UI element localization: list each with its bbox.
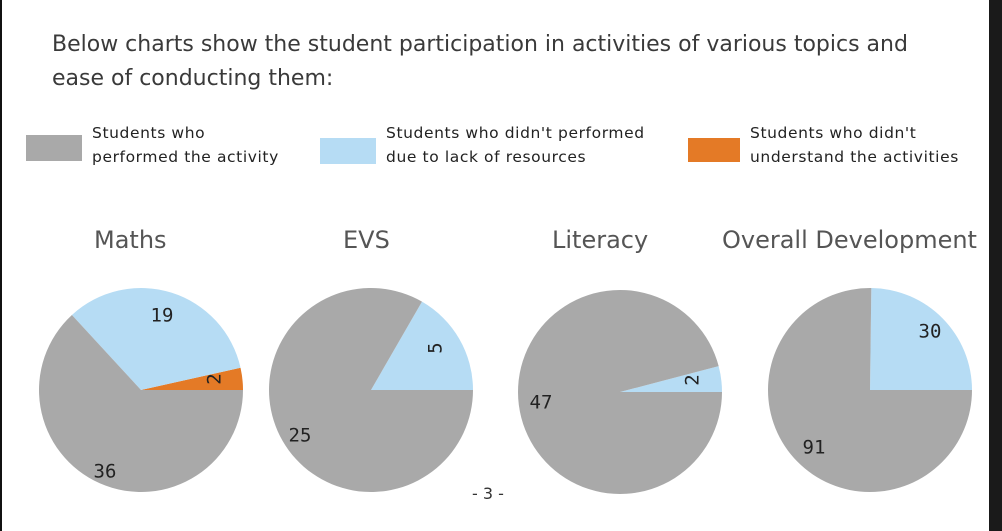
- pie-slice: [371, 301, 473, 390]
- data-label: 2: [682, 374, 704, 385]
- legend-label-line1: Students who didn't: [750, 124, 917, 142]
- legend-label-line2: due to lack of resources: [386, 148, 587, 166]
- chart-title-maths: Maths: [94, 226, 167, 254]
- legend-swatch-gray: [26, 135, 82, 161]
- intro-text: Below charts show the student participat…: [52, 32, 908, 91]
- pie-slice: [620, 366, 722, 392]
- pie-literacy: 47 2: [518, 290, 722, 495]
- pie-slice: [269, 288, 473, 493]
- pie-slice: [39, 314, 244, 492]
- pie-slice: [768, 288, 972, 492]
- chart-title-evs: EVS: [343, 226, 390, 254]
- pie-slice: [518, 290, 722, 495]
- legend-label-line2: understand the activities: [750, 148, 959, 166]
- data-label: 91: [803, 437, 826, 459]
- chart-title-overall-development: Overall Development: [722, 226, 977, 254]
- legend-label-line2: performed the activity: [92, 148, 279, 166]
- data-label: 47: [530, 392, 553, 414]
- pie-slice: [870, 288, 972, 390]
- pie-slice: [71, 288, 241, 390]
- data-label: 19: [151, 305, 174, 327]
- data-label: 2: [204, 373, 226, 384]
- pie-evs: 25 5: [269, 288, 473, 493]
- pie-slice: [141, 367, 243, 390]
- legend-label-line1: Students who didn't performed: [386, 124, 645, 142]
- chart-title-literacy: Literacy: [552, 226, 649, 254]
- data-label: 5: [425, 342, 447, 353]
- legend-swatch-blue: [320, 138, 376, 164]
- data-label: 25: [289, 425, 312, 447]
- pie-maths: 36 19 2: [39, 288, 244, 492]
- window-edge: [989, 0, 1002, 531]
- pie-overall-development: 91 30: [768, 288, 972, 492]
- data-label: 36: [94, 461, 117, 483]
- legend-label-line1: Students who: [92, 124, 206, 142]
- page-number: - 3 -: [472, 484, 504, 503]
- legend-swatch-orange: [688, 138, 740, 162]
- data-label: 30: [919, 321, 942, 343]
